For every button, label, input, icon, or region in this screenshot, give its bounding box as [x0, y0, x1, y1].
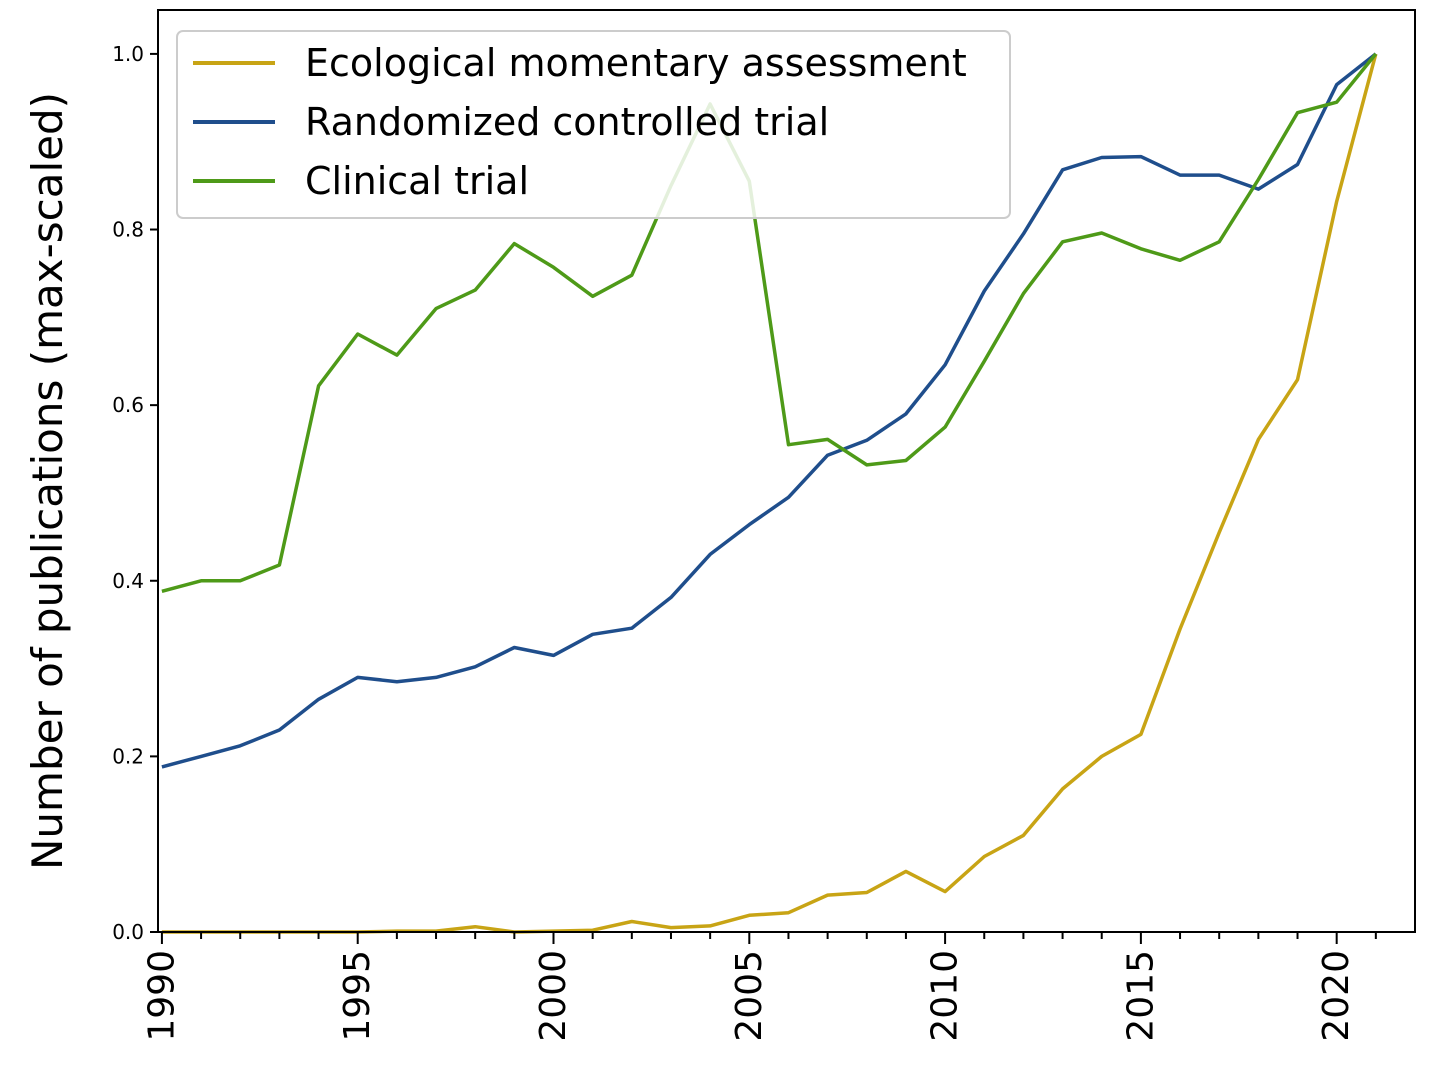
- legend-label-3: Clinical trial: [305, 159, 529, 203]
- y-tick-label: 0.8: [112, 218, 144, 242]
- y-tick-label: 0.6: [112, 393, 144, 417]
- plot-frame: [157, 9, 1416, 933]
- legend-label-2: Randomized controlled trial: [305, 100, 829, 144]
- x-tick-label: 2015: [1120, 950, 1161, 1042]
- legend: Ecological momentary assessment Randomize…: [176, 30, 1011, 219]
- y-tick-label: 0.0: [112, 920, 144, 944]
- legend-label-1: Ecological momentary assessment: [305, 41, 967, 85]
- x-tick-label: 1990: [141, 950, 182, 1042]
- y-axis-title: Number of publications (max-scaled): [23, 92, 72, 870]
- x-axis: 1990 1995 2000 2005 2010 2015 2020: [141, 932, 1377, 1042]
- y-tick-label: 0.4: [112, 569, 144, 593]
- series-line-2: [161, 52, 1377, 769]
- x-tick-label: 2020: [1316, 950, 1357, 1042]
- y-tick-label: 0.2: [112, 744, 144, 768]
- x-tick-label: 2000: [533, 950, 574, 1042]
- y-axis: 0.0 0.2 0.4 0.6 0.8 1.0: [112, 42, 158, 944]
- legend-box: [176, 30, 1011, 219]
- x-tick-label: 1995: [337, 950, 378, 1042]
- y-tick-label: 1.0: [112, 42, 144, 66]
- x-tick-label: 2005: [729, 950, 770, 1042]
- x-tick-label: 2010: [925, 950, 966, 1042]
- series-line-3: [161, 52, 1378, 593]
